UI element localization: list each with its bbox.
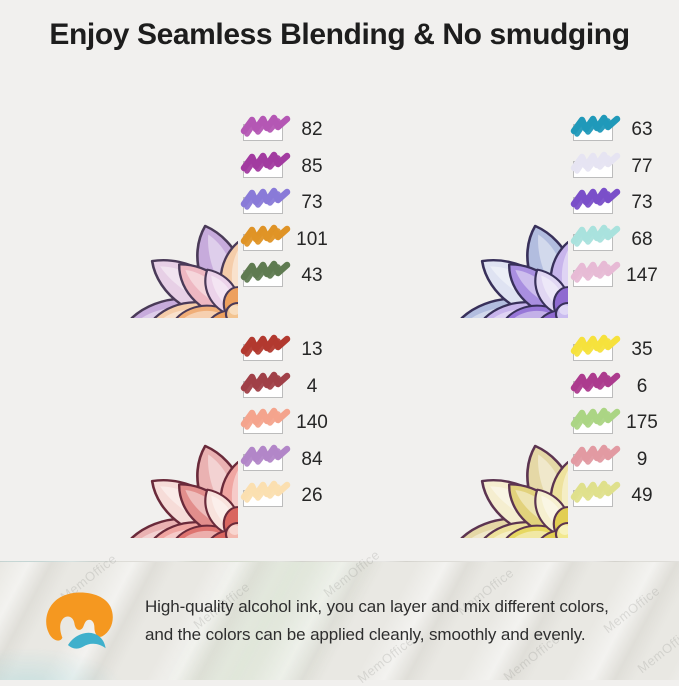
swatch [570,261,621,288]
marker-number: 49 [631,485,653,507]
watermark-text: MemOffice [600,582,663,637]
marker-scribble-icon [570,188,621,210]
logo-m-shape [46,592,113,641]
succulent-illustration-top-left [2,97,238,318]
marker-scribble-icon [240,371,291,394]
swatch-row: 73 [570,185,679,222]
color-palette-bottom-right: 35 6 175 9 49 [570,332,679,515]
swatch-row: 68 [570,222,679,259]
marker-scribble-icon [570,224,621,247]
marker-scribble-icon [240,224,291,247]
swatch [570,188,621,215]
swatch-row: 9 [570,442,679,479]
swatch-row: 82 [240,112,363,149]
footer-description: High-quality alcohol ink, you can layer … [145,593,609,649]
succulent-illustration-top-right [332,97,568,318]
swatch-row: 13 [240,332,363,369]
color-palette-top-left: 82 85 73 101 43 [240,112,363,295]
marker-number: 85 [301,155,323,177]
marker-number: 84 [301,448,323,470]
swatch [240,224,291,252]
marker-number: 68 [631,228,653,250]
swatch-row: 49 [570,478,679,515]
swatch [570,481,621,508]
marker-number: 35 [631,339,653,361]
swatch-row: 140 [240,405,363,442]
swatch [240,444,291,472]
swatch-row: 101 [240,222,363,259]
swatch-row: 63 [570,112,679,149]
marker-scribble-icon [570,408,621,430]
marker-scribble-icon [570,151,621,174]
marker-scribble-icon [240,115,291,137]
marker-number: 73 [631,192,653,214]
swatch-row: 85 [240,149,363,186]
marker-number: 63 [631,119,653,141]
marker-number: 6 [636,375,648,397]
marker-number: 82 [301,119,323,141]
succulent-illustration-bottom-left [2,317,238,538]
marker-scribble-icon [570,371,621,394]
marker-number: 77 [631,155,653,177]
marker-number: 26 [301,485,323,507]
marker-scribble-icon [570,261,621,283]
marker-number: 175 [626,412,658,434]
marker-number: 73 [301,192,323,214]
swatch-row: 175 [570,405,679,442]
marker-number: 147 [626,265,658,287]
footer-banner: MemOffice MemOffice MemOffice MemOffice … [0,547,679,686]
marker-scribble-icon [240,261,291,283]
watermark-text: MemOffice [634,622,679,677]
color-palette-top-right: 63 77 73 68 147 [570,112,679,295]
succulent-illustration-bottom-right [332,317,568,538]
marker-scribble-icon [570,115,621,137]
marker-scribble-icon [240,335,291,357]
page-title: Enjoy Seamless Blending & No smudging [49,18,630,51]
marker-scribble-icon [240,188,291,210]
marker-number: 43 [301,265,323,287]
footer-line-2: and the colors can be applied cleanly, s… [145,625,586,644]
swatch-row: 26 [240,478,363,515]
swatch [570,115,621,142]
swatch [240,151,291,179]
marker-scribble-icon [240,481,291,503]
swatch-row: 84 [240,442,363,479]
marker-scribble-icon [240,444,291,467]
marker-scribble-icon [570,444,621,467]
swatch [570,335,621,362]
swatch-row: 147 [570,258,679,295]
marker-number: 101 [296,228,328,250]
swatch [240,261,291,288]
swatch [570,444,621,472]
swatch [240,335,291,362]
swatch [240,188,291,215]
swatch-row: 73 [240,185,363,222]
swatch [570,371,621,399]
swatch-row: 35 [570,332,679,369]
swatch-row: 6 [570,369,679,406]
swatch [240,408,291,435]
marker-scribble-icon [570,481,621,503]
swatch [570,224,621,252]
marker-scribble-icon [240,408,291,430]
marker-number: 13 [301,339,323,361]
swatch [570,151,621,179]
marker-scribble-icon [570,335,621,357]
color-palette-bottom-left: 13 4 140 84 26 [240,332,363,515]
swatch [570,408,621,435]
logo-wave-shape [68,632,106,649]
swatch-row: 43 [240,258,363,295]
marker-number: 140 [296,412,328,434]
swatch-row: 77 [570,149,679,186]
swatch [240,115,291,142]
swatch [240,481,291,508]
footer-line-1: High-quality alcohol ink, you can layer … [145,597,609,616]
marker-number: 9 [636,448,648,470]
brand-logo [46,592,113,649]
swatch [240,371,291,399]
marker-scribble-icon [240,151,291,174]
marker-number: 4 [306,375,318,397]
swatch-row: 4 [240,369,363,406]
